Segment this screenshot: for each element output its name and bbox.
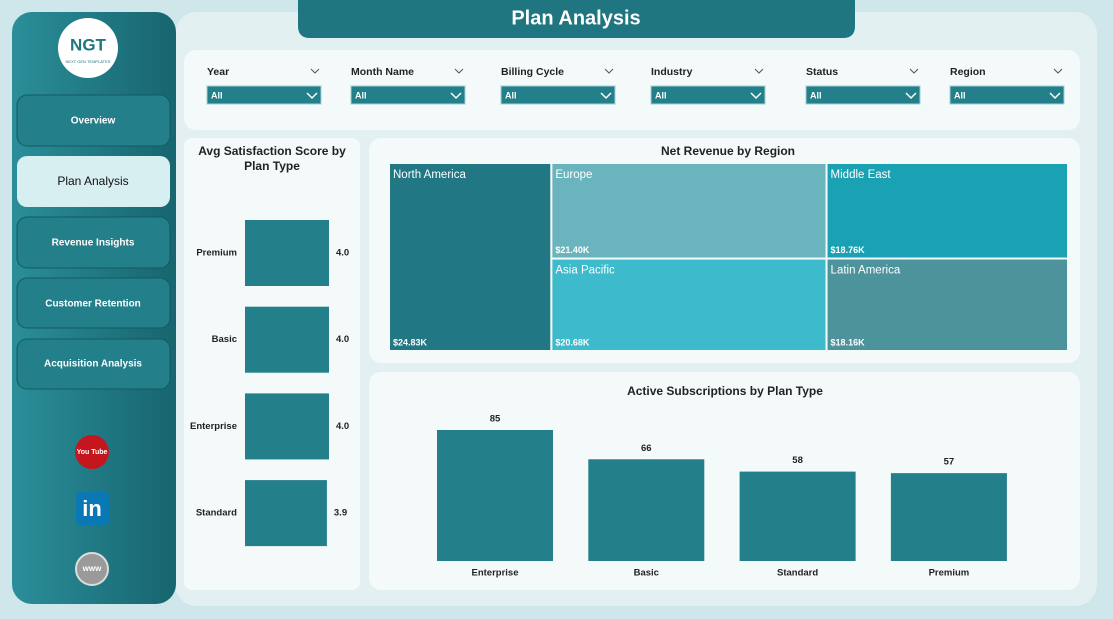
linkedin-label[interactable]: in	[82, 496, 102, 521]
tile-label: Asia Pacific	[555, 265, 615, 277]
y-category-label: Enterprise	[190, 421, 237, 432]
chart-title: Avg Satisfaction Score by Plan Type	[198, 144, 346, 173]
filter-dropdown[interactable]	[805, 85, 921, 105]
bar	[437, 430, 553, 561]
page-title: Plan Analysis	[511, 7, 640, 29]
x-category-label: Enterprise	[472, 568, 519, 579]
dropdown-chevron[interactable]	[750, 92, 762, 100]
web-label[interactable]: www	[82, 564, 102, 573]
nav-button[interactable]	[16, 338, 171, 390]
treemap-tile	[825, 257, 1070, 352]
value-label: 85	[490, 414, 501, 425]
y-category-label: Basic	[212, 334, 237, 345]
nav-button[interactable]	[16, 94, 171, 147]
dropdown-chevron[interactable]	[306, 92, 318, 100]
treemap-tile	[388, 162, 553, 352]
tile-value: $18.76K	[831, 245, 866, 255]
tile-label: Middle East	[831, 169, 892, 181]
dropdown-chevron[interactable]	[450, 92, 462, 100]
nav-button[interactable]	[16, 277, 171, 329]
value-label: 57	[944, 457, 955, 468]
bar	[739, 471, 856, 561]
chart-title: Active Subscriptions by Plan Type	[627, 384, 823, 398]
tile-value: $21.40K	[555, 245, 590, 255]
filter-chevron[interactable]	[1053, 68, 1063, 74]
filter-dropdown[interactable]	[650, 85, 766, 105]
x-category-label: Basic	[634, 568, 659, 579]
dropdown-chevron[interactable]	[1049, 92, 1061, 100]
filter-chevron[interactable]	[754, 68, 764, 74]
bar	[890, 473, 1007, 561]
filter-dropdown[interactable]	[206, 85, 322, 105]
y-category-label: Premium	[196, 248, 237, 259]
dropdown-chevron[interactable]	[905, 92, 917, 100]
filter-value[interactable]: All	[355, 90, 367, 100]
filter-value[interactable]: All	[505, 90, 517, 100]
filter-chevron[interactable]	[604, 68, 614, 74]
bar	[245, 480, 327, 547]
filter-value[interactable]: All	[810, 90, 822, 100]
filter-label: Year	[207, 66, 229, 78]
bar	[588, 459, 705, 561]
nav-label[interactable]: Customer Retention	[45, 299, 141, 310]
treemap-tile	[550, 162, 828, 260]
linkedin-icon[interactable]	[76, 492, 109, 525]
filter-value[interactable]: All	[954, 90, 966, 100]
logo	[58, 18, 118, 78]
tile-label: Europe	[555, 169, 592, 181]
treemap-tile	[825, 162, 1070, 260]
tile-label: Latin America	[831, 265, 901, 277]
bar	[245, 393, 329, 460]
bar	[245, 220, 329, 286]
filter-value[interactable]: All	[211, 90, 223, 100]
y-category-label: Standard	[196, 508, 237, 519]
filter-panel	[184, 50, 1080, 130]
nav-button-active[interactable]	[17, 156, 170, 207]
nav-label[interactable]: Overview	[71, 116, 116, 127]
nav-label[interactable]: Plan Analysis	[57, 174, 128, 188]
youtube-icon[interactable]	[75, 435, 109, 469]
value-label: 4.0	[336, 248, 349, 259]
x-category-label: Standard	[777, 568, 818, 579]
dropdown-chevron[interactable]	[600, 92, 612, 100]
tile-value: $20.68K	[555, 337, 590, 347]
filter-chevron[interactable]	[310, 68, 320, 74]
filter-chevron[interactable]	[909, 68, 919, 74]
nav-label[interactable]: Acquisition Analysis	[44, 359, 142, 370]
filter-dropdown[interactable]	[949, 85, 1065, 105]
filter-label: Region	[950, 66, 986, 78]
chart-title: Net Revenue by Region	[661, 144, 795, 158]
value-label: 66	[641, 443, 652, 454]
filter-dropdown[interactable]	[500, 85, 616, 105]
filter-dropdown[interactable]	[350, 85, 466, 105]
value-label: 58	[792, 455, 803, 466]
tile-value: $18.16K	[831, 337, 866, 347]
tile-value: $24.83K	[393, 337, 428, 347]
value-label: 3.9	[334, 508, 347, 519]
filter-label: Billing Cycle	[501, 66, 564, 78]
x-category-label: Premium	[929, 568, 970, 579]
bar	[245, 306, 329, 373]
filter-chevron[interactable]	[454, 68, 464, 74]
value-label: 4.0	[336, 334, 349, 345]
filter-label: Industry	[651, 66, 693, 78]
nav-button[interactable]	[16, 216, 171, 269]
logo-text: NGT	[70, 35, 107, 54]
web-icon[interactable]	[75, 552, 109, 586]
treemap-tile	[550, 257, 828, 352]
logo-subtitle: NEXT GEN TEMPLATES	[66, 59, 111, 64]
filter-value[interactable]: All	[655, 90, 667, 100]
filter-label: Month Name	[351, 66, 414, 78]
header-tab	[298, 0, 855, 38]
filter-label: Status	[806, 66, 838, 78]
youtube-label[interactable]: You Tube	[77, 449, 108, 456]
value-label: 4.0	[336, 421, 349, 432]
nav-label[interactable]: Revenue Insights	[52, 238, 135, 249]
tile-label: North America	[393, 169, 466, 181]
